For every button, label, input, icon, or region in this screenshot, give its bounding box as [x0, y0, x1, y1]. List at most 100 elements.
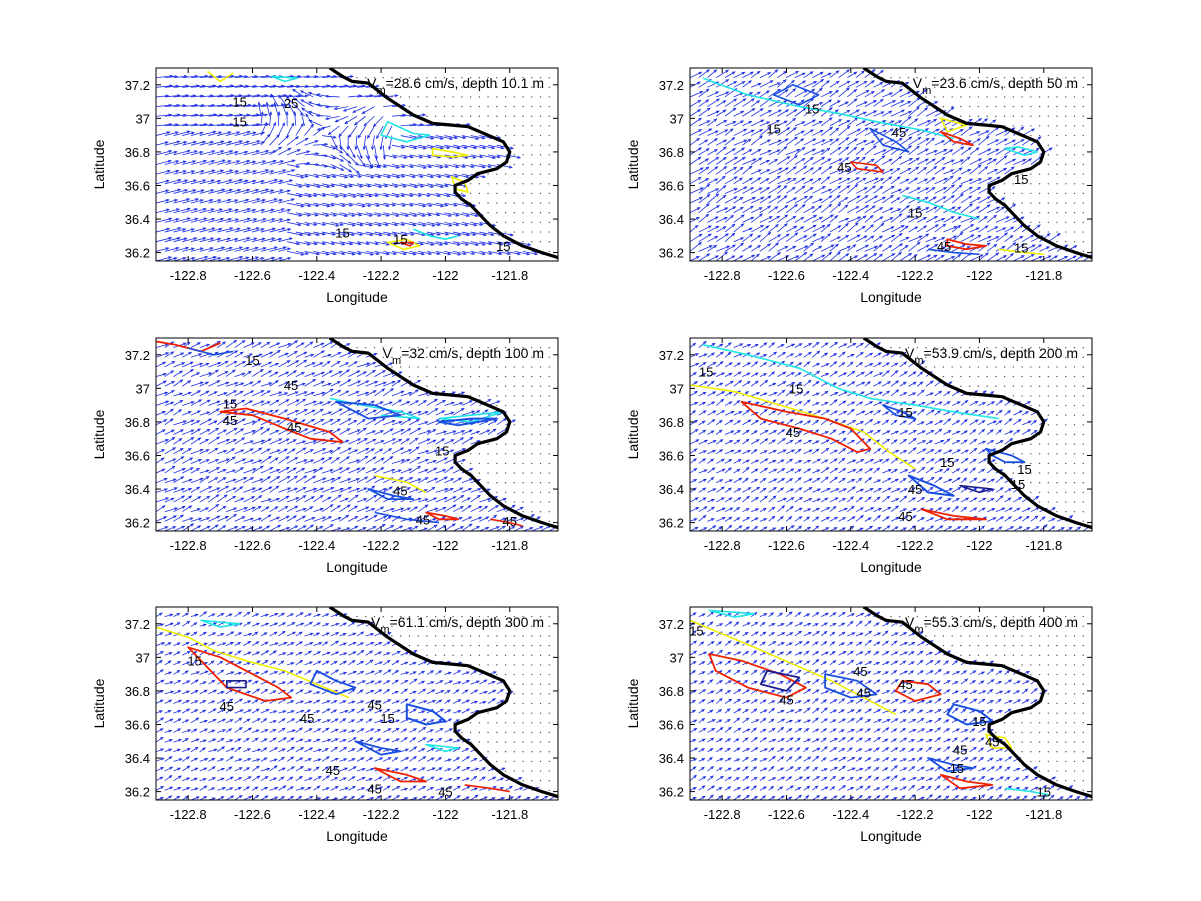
arrow-head	[820, 78, 825, 83]
land-grid-dot	[1038, 86, 1041, 89]
arrow-head	[383, 488, 388, 491]
velocity-arrow	[838, 185, 850, 194]
arrow-head	[826, 80, 830, 84]
arrow-head	[292, 97, 297, 101]
arrow-head	[326, 175, 331, 179]
velocity-arrow	[190, 132, 203, 136]
velocity-arrow	[269, 380, 279, 387]
velocity-arrow	[164, 131, 179, 136]
velocity-arrow	[234, 418, 246, 426]
velocity-arrow	[768, 119, 780, 127]
velocity-arrow	[164, 189, 181, 194]
arrow-head	[742, 98, 747, 102]
arrow-head	[878, 243, 883, 248]
arrow-head	[716, 204, 721, 209]
arrow-head	[986, 242, 991, 246]
velocity-arrow	[208, 504, 219, 513]
land-grid-dot	[391, 76, 393, 79]
arrow-head	[213, 255, 218, 259]
arrow-head	[739, 206, 744, 210]
land-grid-dot	[1082, 125, 1084, 127]
arrow-head	[714, 138, 718, 142]
velocity-arrow	[995, 129, 1008, 136]
velocity-arrow	[698, 253, 710, 261]
arrow-head	[285, 495, 290, 499]
arrow-head	[412, 175, 417, 179]
velocity-arrow	[173, 379, 183, 387]
arrow-head	[715, 255, 720, 259]
arrow-head	[300, 99, 305, 103]
velocity-arrow	[917, 158, 929, 165]
velocity-arrow	[365, 193, 379, 197]
arrow-head	[252, 420, 257, 424]
velocity-arrow	[356, 467, 365, 474]
velocity-arrow	[855, 81, 867, 88]
velocity-arrow	[777, 100, 787, 107]
velocity-arrow	[707, 91, 719, 98]
velocity-arrow	[313, 143, 328, 146]
arrow-head	[863, 111, 867, 115]
arrow-head	[924, 196, 929, 200]
arrow-head	[1003, 155, 1008, 159]
velocity-arrow	[352, 106, 366, 113]
arrow-head	[376, 135, 380, 140]
arrow-head	[464, 146, 469, 150]
velocity-arrow	[409, 231, 425, 236]
arrow-head	[202, 179, 207, 183]
arrow-head	[725, 69, 730, 73]
velocity-arrow	[426, 193, 441, 197]
velocity-arrow	[890, 213, 902, 223]
arrow-head	[215, 459, 220, 462]
arrow-head	[696, 61, 699, 64]
velocity-arrow	[278, 495, 289, 503]
land-grid-dot	[504, 491, 507, 494]
velocity-arrow	[330, 144, 343, 154]
arrow-head	[925, 233, 930, 237]
arrow-head	[826, 147, 831, 152]
land-grid-dot	[469, 86, 472, 89]
velocity-arrow	[768, 195, 781, 204]
arrow-head	[1020, 243, 1025, 248]
arrow-head	[279, 189, 284, 193]
velocity-arrow	[488, 250, 502, 255]
land-grid-dot	[539, 433, 542, 436]
y-tick-label: 36.8	[125, 145, 150, 160]
arrow-head	[401, 193, 406, 197]
land-grid-dot	[531, 346, 533, 349]
arrow-head	[793, 197, 798, 201]
velocity-arrow	[313, 487, 324, 493]
velocity-arrow	[690, 109, 701, 117]
velocity-arrow	[759, 121, 770, 127]
arrow-head	[402, 184, 407, 188]
y-tick-label: 36.6	[659, 178, 684, 193]
velocity-arrow	[260, 456, 272, 464]
velocity-arrow	[383, 508, 395, 513]
velocity-arrow	[829, 80, 840, 88]
land-grid-dot	[1082, 76, 1084, 79]
land-grid-dot	[522, 154, 524, 156]
arrow-head	[898, 251, 902, 256]
velocity-arrow	[374, 515, 387, 522]
arrow-head	[751, 254, 756, 258]
velocity-arrow	[812, 149, 825, 156]
arrow-head	[1101, 256, 1104, 258]
arrow-head	[757, 234, 762, 239]
arrow-head	[739, 177, 744, 181]
velocity-arrow	[978, 136, 990, 146]
velocity-arrow	[295, 351, 307, 358]
land-grid-dot	[408, 366, 411, 368]
velocity-arrow	[208, 238, 221, 243]
arrow-head	[379, 401, 384, 405]
arrow-head	[224, 416, 229, 421]
velocity-arrow	[330, 505, 341, 513]
arrow-head	[407, 507, 412, 511]
arrow-head	[740, 242, 745, 246]
velocity-arrow	[164, 437, 175, 445]
arrow-head	[923, 88, 928, 93]
land-grid-dot	[531, 241, 533, 243]
land-grid-dot	[513, 154, 516, 156]
arrow-head	[181, 362, 186, 366]
arrow-head	[377, 223, 382, 227]
land-grid-dot	[960, 86, 962, 89]
velocity-arrow	[356, 222, 373, 226]
